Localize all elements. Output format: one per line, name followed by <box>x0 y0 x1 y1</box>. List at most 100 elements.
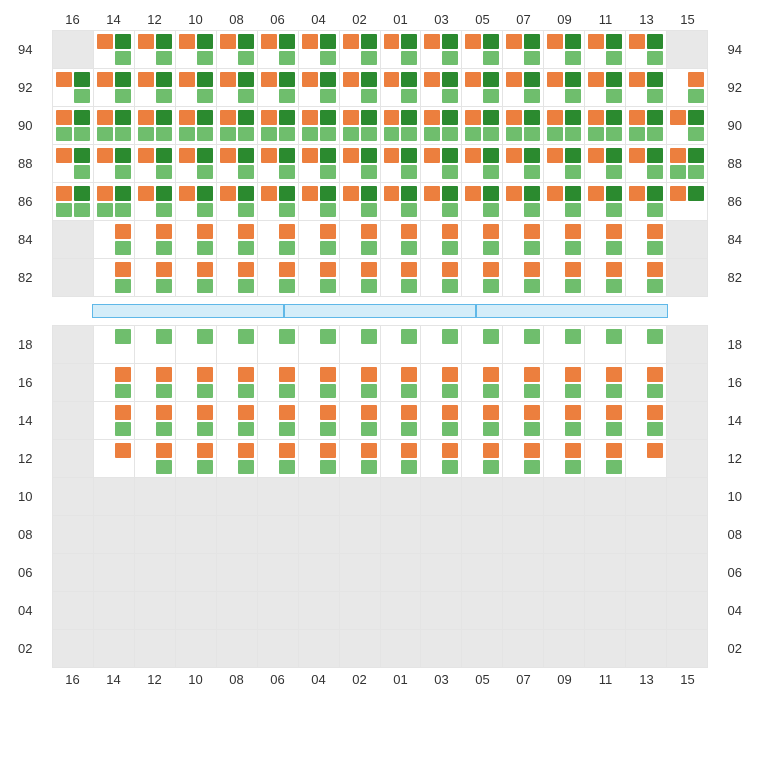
cell[interactable] <box>258 478 299 516</box>
cell[interactable] <box>340 478 381 516</box>
cell[interactable] <box>299 402 340 440</box>
cell[interactable] <box>503 326 544 364</box>
cell[interactable] <box>299 326 340 364</box>
cell[interactable] <box>299 554 340 592</box>
cell[interactable] <box>503 630 544 668</box>
cell[interactable] <box>503 402 544 440</box>
cell[interactable] <box>462 259 503 297</box>
cell[interactable] <box>217 516 258 554</box>
cell[interactable] <box>667 221 708 259</box>
cell[interactable] <box>94 592 135 630</box>
cell[interactable] <box>626 145 667 183</box>
cell[interactable] <box>53 69 94 107</box>
cell[interactable] <box>176 145 217 183</box>
cell[interactable] <box>544 183 585 221</box>
cell[interactable] <box>340 402 381 440</box>
cell[interactable] <box>299 440 340 478</box>
cell[interactable] <box>53 259 94 297</box>
cell[interactable] <box>53 326 94 364</box>
cell[interactable] <box>626 107 667 145</box>
cell[interactable] <box>299 31 340 69</box>
cell[interactable] <box>176 630 217 668</box>
cell[interactable] <box>462 69 503 107</box>
cell[interactable] <box>299 592 340 630</box>
cell[interactable] <box>503 259 544 297</box>
cell[interactable] <box>503 145 544 183</box>
cell[interactable] <box>585 364 626 402</box>
cell[interactable] <box>667 326 708 364</box>
cell[interactable] <box>94 516 135 554</box>
cell[interactable] <box>544 145 585 183</box>
cell[interactable] <box>176 478 217 516</box>
cell[interactable] <box>53 478 94 516</box>
cell[interactable] <box>585 554 626 592</box>
cell[interactable] <box>258 402 299 440</box>
cell[interactable] <box>299 69 340 107</box>
cell[interactable] <box>421 630 462 668</box>
cell[interactable] <box>381 364 422 402</box>
cell[interactable] <box>421 554 462 592</box>
cell[interactable] <box>503 31 544 69</box>
cell[interactable] <box>503 364 544 402</box>
cell[interactable] <box>135 364 176 402</box>
cell[interactable] <box>340 326 381 364</box>
cell[interactable] <box>53 221 94 259</box>
cell[interactable] <box>544 478 585 516</box>
cell[interactable] <box>340 221 381 259</box>
cell[interactable] <box>503 554 544 592</box>
cell[interactable] <box>176 259 217 297</box>
cell[interactable] <box>503 516 544 554</box>
cell[interactable] <box>462 326 503 364</box>
cell[interactable] <box>544 221 585 259</box>
cell[interactable] <box>544 259 585 297</box>
cell[interactable] <box>217 402 258 440</box>
cell[interactable] <box>135 402 176 440</box>
cell[interactable] <box>626 326 667 364</box>
cell[interactable] <box>626 630 667 668</box>
cell[interactable] <box>667 183 708 221</box>
cell[interactable] <box>340 107 381 145</box>
cell[interactable] <box>626 554 667 592</box>
cell[interactable] <box>626 440 667 478</box>
cell[interactable] <box>421 592 462 630</box>
cell[interactable] <box>462 145 503 183</box>
cell[interactable] <box>544 31 585 69</box>
cell[interactable] <box>667 145 708 183</box>
cell[interactable] <box>258 516 299 554</box>
cell[interactable] <box>53 440 94 478</box>
cell[interactable] <box>53 630 94 668</box>
cell[interactable] <box>258 145 299 183</box>
cell[interactable] <box>462 402 503 440</box>
cell[interactable] <box>421 183 462 221</box>
cell[interactable] <box>53 183 94 221</box>
cell[interactable] <box>585 221 626 259</box>
cell[interactable] <box>667 31 708 69</box>
cell[interactable] <box>626 183 667 221</box>
cell[interactable] <box>176 554 217 592</box>
cell[interactable] <box>53 107 94 145</box>
cell[interactable] <box>462 364 503 402</box>
cell[interactable] <box>176 31 217 69</box>
cell[interactable] <box>299 630 340 668</box>
cell[interactable] <box>381 440 422 478</box>
cell[interactable] <box>135 221 176 259</box>
cell[interactable] <box>258 107 299 145</box>
cell[interactable] <box>667 402 708 440</box>
cell[interactable] <box>258 31 299 69</box>
cell[interactable] <box>340 364 381 402</box>
cell[interactable] <box>94 478 135 516</box>
cell[interactable] <box>421 326 462 364</box>
cell[interactable] <box>340 183 381 221</box>
cell[interactable] <box>503 221 544 259</box>
cell[interactable] <box>217 183 258 221</box>
cell[interactable] <box>258 554 299 592</box>
cell[interactable] <box>94 630 135 668</box>
cell[interactable] <box>94 440 135 478</box>
cell[interactable] <box>667 69 708 107</box>
cell[interactable] <box>340 69 381 107</box>
cell[interactable] <box>176 516 217 554</box>
cell[interactable] <box>626 364 667 402</box>
cell[interactable] <box>667 592 708 630</box>
cell[interactable] <box>381 221 422 259</box>
cell[interactable] <box>667 554 708 592</box>
